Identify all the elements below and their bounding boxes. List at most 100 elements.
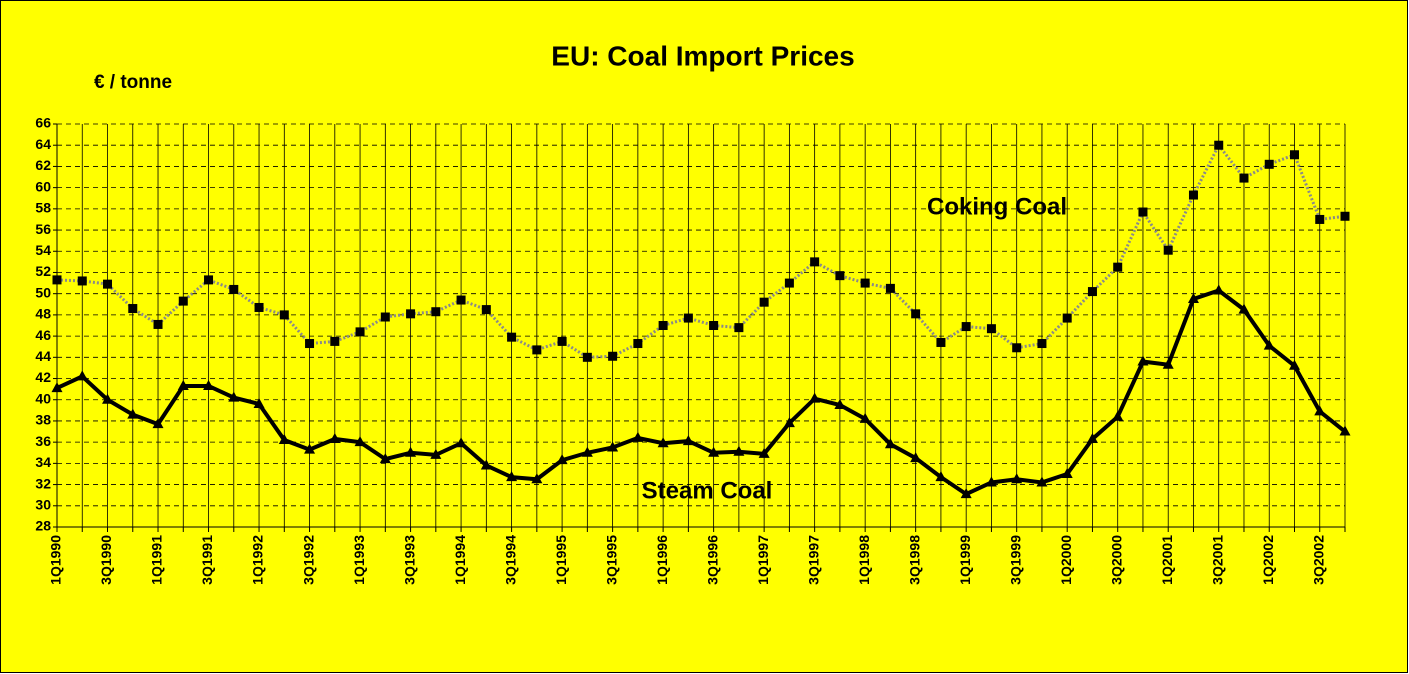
y-tick-label: 58 <box>35 200 51 216</box>
x-tick-label: 1Q1995 <box>553 535 569 585</box>
point <box>759 297 769 307</box>
point <box>229 284 239 294</box>
point <box>278 434 290 445</box>
point <box>1112 410 1124 421</box>
point <box>911 309 921 319</box>
point <box>859 412 871 423</box>
y-tick-label: 28 <box>35 518 51 534</box>
point <box>152 418 164 429</box>
y-tick-label: 50 <box>35 284 51 300</box>
x-tick-label: 3Q1993 <box>401 535 417 585</box>
point <box>960 488 972 499</box>
x-tick-label: 1Q1994 <box>452 535 468 585</box>
point <box>51 382 63 393</box>
point <box>682 435 694 446</box>
point <box>1162 358 1174 369</box>
point <box>985 476 997 487</box>
x-tick-label: 1Q1999 <box>957 535 973 585</box>
x-tick-label: 3Q2002 <box>1310 535 1326 585</box>
series-label: Coking Coal <box>927 193 1067 220</box>
point <box>1213 284 1225 295</box>
point <box>1037 339 1047 349</box>
point <box>304 443 316 454</box>
point <box>935 471 947 482</box>
point <box>1315 214 1325 224</box>
point <box>506 471 518 482</box>
point <box>1340 211 1350 221</box>
y-tick-label: 62 <box>35 157 51 173</box>
y-tick-label: 34 <box>35 454 51 470</box>
y-tick-label: 36 <box>35 433 51 449</box>
point <box>1061 467 1073 478</box>
point <box>1238 303 1250 314</box>
point <box>355 327 365 337</box>
point <box>834 399 846 410</box>
point <box>77 276 87 286</box>
x-tick-label: 3Q2000 <box>1108 535 1124 585</box>
point <box>885 283 895 293</box>
x-tick-label: 3Q1998 <box>906 535 922 585</box>
plot-area <box>57 124 1345 527</box>
x-tick-label: 1Q2000 <box>1058 535 1074 585</box>
y-tick-label: 66 <box>35 115 51 131</box>
chart-title: EU: Coal Import Prices <box>551 40 854 71</box>
point <box>835 271 845 281</box>
y-tick-label: 54 <box>35 242 51 258</box>
point <box>1036 476 1048 487</box>
x-tick-label: 3Q2001 <box>1209 535 1225 585</box>
point <box>1163 245 1173 255</box>
point <box>1138 207 1148 217</box>
point <box>305 339 315 349</box>
y-tick-label: 48 <box>35 306 51 322</box>
y-tick-label: 52 <box>35 263 51 279</box>
point <box>1187 292 1199 303</box>
point <box>884 438 896 449</box>
point <box>253 397 265 408</box>
series-label: Steam Coal <box>642 477 773 504</box>
point <box>784 278 794 288</box>
point <box>330 336 340 346</box>
point <box>228 391 240 402</box>
y-tick-label: 30 <box>35 496 51 512</box>
x-tick-label: 1Q1992 <box>250 535 266 585</box>
point <box>556 454 568 465</box>
point <box>1137 355 1149 366</box>
point <box>1288 359 1300 370</box>
point <box>1062 313 1072 323</box>
point <box>52 275 62 285</box>
point <box>481 305 491 315</box>
point <box>734 323 744 333</box>
point <box>1314 405 1326 416</box>
point <box>203 379 215 390</box>
point <box>708 446 720 457</box>
point <box>405 446 417 457</box>
point <box>455 437 467 448</box>
x-tick-label: 1Q2002 <box>1260 535 1276 585</box>
x-tick-label: 3Q1994 <box>502 535 518 585</box>
x-tick-label: 1Q2001 <box>1159 535 1175 585</box>
point <box>608 351 618 361</box>
x-tick-label: 1Q1993 <box>351 535 367 585</box>
point <box>657 437 669 448</box>
point <box>532 345 542 355</box>
point <box>961 322 971 332</box>
point <box>783 417 795 428</box>
point <box>860 278 870 288</box>
point <box>102 393 114 404</box>
x-tick-label: 1Q1998 <box>856 535 872 585</box>
y-axis-label: € / tonne <box>94 72 172 93</box>
point <box>1012 343 1022 353</box>
x-tick-label: 3Q1999 <box>1007 535 1023 585</box>
point <box>1339 425 1351 436</box>
x-tick-label: 3Q1991 <box>199 535 215 585</box>
point <box>430 448 442 459</box>
point <box>733 445 745 456</box>
point <box>633 339 643 349</box>
point <box>1086 432 1098 443</box>
point <box>607 441 619 452</box>
point <box>279 310 289 320</box>
point <box>581 446 593 457</box>
point <box>480 459 492 470</box>
y-tick-label: 64 <box>35 136 51 152</box>
x-tick-label: 3Q1997 <box>805 535 821 585</box>
